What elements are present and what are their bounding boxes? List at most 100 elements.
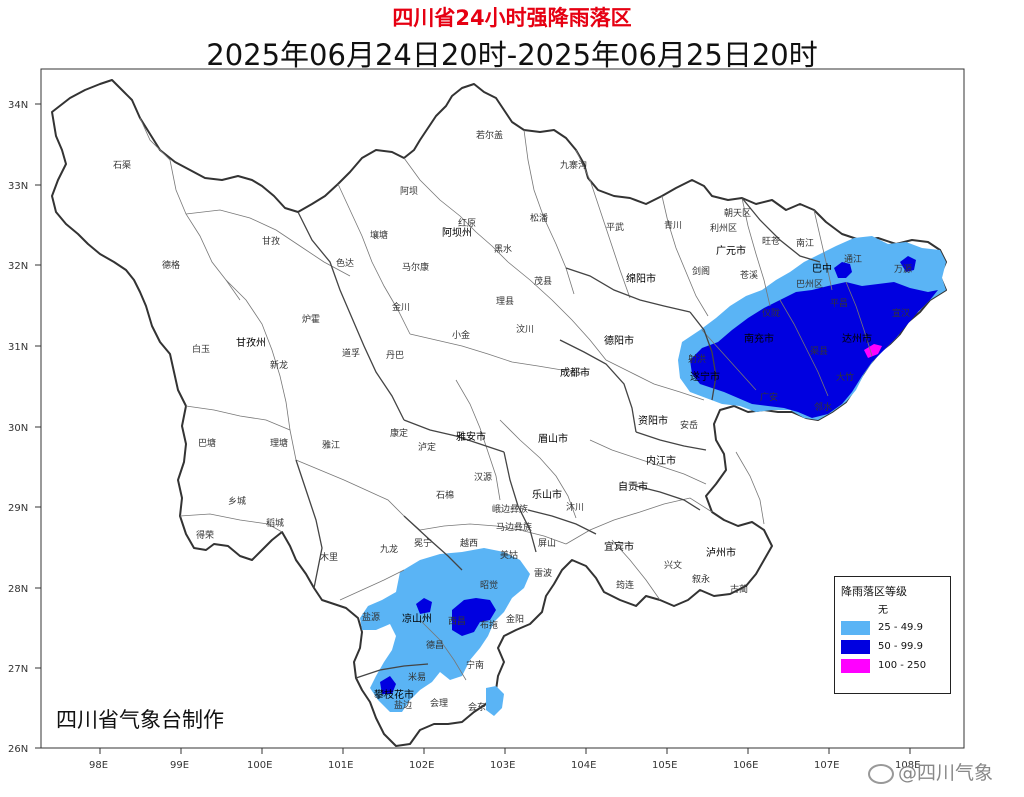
label-aba-zhou: 阿坝州 (442, 227, 472, 239)
label-jiuzhaigou: 九寨沟 (560, 159, 587, 171)
lat-tick-33: 33N (8, 181, 28, 192)
label-daocheng: 稻城 (266, 518, 284, 529)
label-zigong: 自贡市 (618, 480, 648, 493)
label-bazhong: 巴中 (812, 262, 832, 275)
rain-50-99-panzhihua (380, 676, 396, 694)
label-muli: 木里 (320, 551, 338, 563)
label-junlian: 筠连 (616, 579, 634, 591)
map-subtitle: 2025年06月24日20时-2025年06月25日20时 (206, 38, 818, 72)
label-mianning: 冕宁 (414, 537, 432, 549)
map-frame (40, 68, 965, 749)
legend-label-100: 100 - 250 (878, 660, 927, 671)
legend-swatch-none (841, 601, 870, 616)
label-hongyuan: 红原 (458, 217, 476, 229)
legend-item-none: 无 (841, 599, 950, 618)
label-yajiang: 雅江 (322, 439, 340, 451)
lat-tick-31: 31N (8, 342, 28, 353)
label-lizhou: 利州区 (710, 222, 737, 234)
label-shimian: 石棉 (436, 489, 454, 501)
label-baiyu: 白玉 (192, 343, 210, 355)
prefecture-boundaries (295, 197, 821, 679)
longitude-axis: 98E 99E 100E 101E 102E 103E 104E 105E 10… (89, 748, 920, 771)
label-xingwen: 兴文 (664, 559, 682, 571)
label-chengdu: 成都市 (560, 366, 590, 379)
lat-tick-28: 28N (8, 584, 28, 595)
label-tongjiang: 通江 (844, 254, 862, 265)
lat-tick-30: 30N (8, 423, 28, 434)
label-xinlong: 新龙 (270, 359, 288, 371)
label-derong: 得荣 (196, 529, 214, 541)
label-yanyuan: 盐源 (362, 611, 380, 623)
label-daofu: 道孚 (342, 347, 360, 359)
label-cangxi: 苍溪 (740, 269, 758, 281)
label-mabian: 马边彝族 (496, 521, 532, 533)
label-zhaojue: 昭觉 (480, 580, 498, 591)
label-mianyang: 绵阳市 (626, 272, 656, 285)
label-linshui: 邻水 (814, 401, 832, 413)
lon-tick-101: 101E (328, 760, 353, 771)
label-bazhou: 巴州区 (796, 279, 823, 290)
legend-item-100: 100 - 250 (841, 656, 950, 675)
label-maerkang: 马尔康 (402, 261, 429, 273)
province-outline (51, 79, 947, 747)
label-nanchong: 南充市 (744, 332, 774, 345)
label-seda: 色达 (336, 257, 354, 269)
label-pingshan: 屏山 (538, 538, 556, 549)
label-jiange: 剑阁 (692, 265, 710, 277)
watermark-text: @四川气象 (898, 762, 994, 784)
label-lixian: 理县 (496, 296, 514, 307)
label-chaotian: 朝天区 (724, 208, 751, 219)
label-songpan: 松潘 (530, 212, 548, 224)
label-qingchuan: 青川 (664, 219, 682, 231)
label-luding: 泸定 (418, 441, 436, 453)
label-luhuo: 炉霍 (302, 313, 320, 325)
legend-item-25: 25 - 49.9 (841, 618, 950, 637)
legend-label-25: 25 - 49.9 (878, 622, 923, 633)
label-dazhu: 大竹 (836, 371, 854, 383)
label-ruoergai: 若尔盖 (476, 129, 503, 141)
lon-tick-99: 99E (170, 760, 189, 771)
label-batang: 巴塘 (198, 437, 216, 449)
label-leshan: 乐山市 (532, 488, 562, 501)
label-xiangcheng: 乡城 (228, 496, 246, 507)
label-jinyang: 金阳 (506, 613, 524, 625)
label-yilong: 仪陇 (762, 307, 780, 319)
lat-tick-32: 32N (8, 261, 28, 272)
weibo-icon (868, 763, 894, 784)
label-dazhou: 达州市 (842, 332, 872, 345)
label-wanyuan: 万源 (894, 264, 912, 275)
label-leibo: 雷波 (534, 567, 552, 579)
label-pingchang: 平昌 (830, 298, 848, 309)
label-heishui: 黑水 (494, 243, 512, 255)
map-title: 四川省24小时强降雨落区 (392, 6, 632, 30)
label-huidong: 会东 (468, 701, 486, 713)
label-aba: 阿坝 (400, 186, 418, 197)
label-jiulong: 九龙 (380, 543, 398, 555)
label-pingwu: 平武 (606, 221, 624, 233)
label-ebian: 峨边彝族 (492, 503, 528, 515)
label-shehong: 射洪 (688, 353, 706, 365)
label-danba: 丹巴 (386, 350, 404, 361)
rain-50-99-wanyuan (900, 256, 916, 272)
lon-tick-98: 98E (89, 760, 108, 771)
label-wenchuan: 汶川 (516, 323, 534, 335)
label-meishan: 眉山市 (538, 432, 568, 445)
label-hanyuan: 汉源 (474, 472, 492, 483)
county-boundaries (139, 117, 873, 681)
label-yuexi: 越西 (460, 537, 478, 549)
lat-tick-26: 26N (8, 744, 28, 755)
label-muchuan: 沐川 (566, 501, 584, 513)
lon-tick-100: 100E (247, 760, 272, 771)
label-gulin: 古蔺 (730, 583, 748, 595)
rain-100-250 (864, 344, 882, 358)
lat-tick-29: 29N (8, 503, 28, 514)
label-xuanhan: 宣汉 (892, 307, 910, 319)
latitude-axis: 34N 33N 32N 31N 30N 29N 28N 27N 26N (8, 100, 41, 755)
legend-item-50: 50 - 99.9 (841, 637, 950, 656)
legend-label-50: 50 - 99.9 (878, 641, 923, 652)
label-anyue: 安岳 (680, 419, 698, 431)
label-meigu: 美姑 (500, 549, 518, 561)
rain-25-49-liangshan (360, 548, 530, 712)
place-labels: 石渠 若尔盖 九寨沟 阿坝 德格 色达 甘孜 甘孜州 阿坝州 红原 松潘 平武 … (113, 129, 912, 713)
